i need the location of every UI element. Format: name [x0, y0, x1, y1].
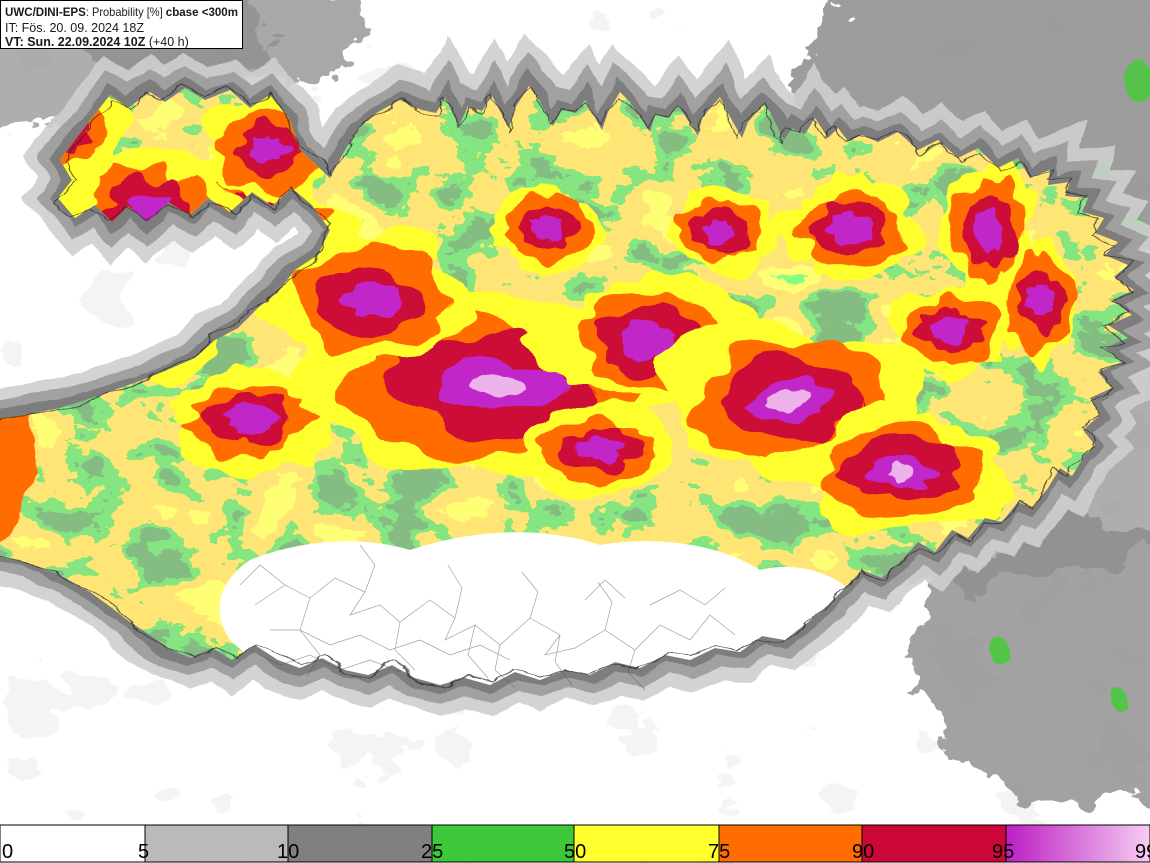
svg-text:5: 5 — [138, 841, 149, 863]
svg-text:25: 25 — [421, 841, 443, 863]
svg-text:90: 90 — [852, 841, 874, 863]
svg-text:75: 75 — [708, 841, 730, 863]
svg-text:10: 10 — [277, 841, 299, 863]
svg-text:50: 50 — [564, 841, 586, 863]
svg-text:95: 95 — [992, 841, 1014, 863]
svg-text:0: 0 — [2, 841, 13, 863]
svg-text:99: 99 — [1135, 841, 1150, 863]
